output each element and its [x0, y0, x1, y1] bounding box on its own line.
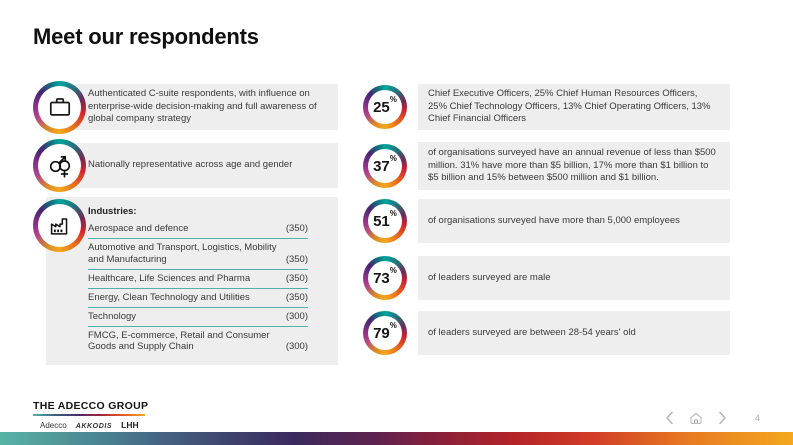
stat-row-age: of leaders surveyed are between 28-54 ye… [363, 311, 730, 355]
slide-navigation: 4 [665, 410, 760, 426]
industry-row: FMCG, E-commerce, Retail and Consumer Go… [88, 327, 308, 357]
stat-value: 79% [373, 320, 397, 342]
stat-row-revenue: of organisations surveyed have an annual… [363, 142, 730, 190]
sub-brand-lhh: LHH [121, 420, 139, 430]
brand-gradient-rule [33, 414, 145, 416]
stat-row-roles: Chief Executive Officers, 25% Chief Huma… [363, 84, 730, 130]
industry-row: Automotive and Transport, Logistics, Mob… [88, 239, 308, 270]
chevron-left-icon[interactable] [665, 411, 674, 425]
industry-row: Energy, Clean Technology and Utilities (… [88, 289, 308, 308]
stat-circle-51: 51% [363, 199, 407, 243]
stat-box-revenue: of organisations surveyed have an annual… [418, 142, 730, 190]
info-box-gender: Nationally representative across age and… [46, 143, 338, 188]
stat-box-male: of leaders surveyed are male [418, 256, 730, 300]
chevron-right-icon[interactable] [718, 411, 727, 425]
industries-box: Industries: Aerospace and defence (350) … [46, 197, 338, 365]
stat-box-employees: of organisations surveyed have more than… [418, 199, 730, 243]
industry-name: Energy, Clean Technology and Utilities [88, 291, 250, 303]
industry-row: Aerospace and defence (350) [88, 220, 308, 239]
info-box-csuite: Authenticated C-suite respondents, with … [46, 84, 338, 130]
stat-box-roles: Chief Executive Officers, 25% Chief Huma… [418, 84, 730, 130]
stat-text-employees: of organisations surveyed have more than… [428, 214, 680, 226]
industry-name: Automotive and Transport, Logistics, Mob… [88, 242, 277, 265]
industry-count: (350) [285, 272, 308, 284]
stat-value: 37% [373, 153, 397, 175]
industry-name: Aerospace and defence [88, 223, 189, 234]
stat-text-male: of leaders surveyed are male [428, 271, 551, 283]
industry-name: FMCG, E-commerce, Retail and Consumer Go… [88, 329, 270, 353]
industry-row: Technology (300) [88, 308, 308, 327]
stat-circle-25: 25% [363, 85, 407, 129]
sub-brand-adecco: Adecco [40, 421, 67, 430]
stat-circle-37: 37% [363, 144, 407, 188]
stat-text-roles: Chief Executive Officers, 25% Chief Huma… [428, 88, 711, 125]
info-text-csuite: Authenticated C-suite respondents, with … [88, 88, 317, 125]
industries-heading: Industries: [88, 206, 137, 217]
info-text-gender: Nationally representative across age and… [88, 159, 293, 171]
industry-row: Healthcare, Life Sciences and Pharma (35… [88, 270, 308, 289]
industries-section: Industries: Aerospace and defence (350) … [33, 197, 338, 365]
stat-circle-79: 79% [363, 311, 407, 355]
brand-name: THE ADECCO GROUP [33, 400, 149, 412]
industry-count: (300) [285, 341, 308, 352]
factory-icon [33, 199, 86, 252]
sub-brands: Adecco AKKODIS LHH [33, 420, 151, 430]
industry-name: Healthcare, Life Sciences and Pharma [88, 272, 251, 284]
industry-count: (350) [285, 253, 308, 265]
stat-text-age: of leaders surveyed are between 28-54 ye… [428, 326, 636, 338]
industry-name: Technology [88, 310, 137, 322]
stat-row-male: of leaders surveyed are male 73% [363, 256, 730, 300]
stat-box-age: of leaders surveyed are between 28-54 ye… [418, 311, 730, 355]
industry-count: (300) [285, 310, 308, 322]
page-number: 4 [754, 413, 760, 423]
brand-gradient-bar [0, 432, 793, 445]
industry-count: (350) [285, 291, 308, 303]
stat-text-revenue: of organisations surveyed have an annual… [428, 147, 716, 184]
industry-count: (350) [285, 223, 308, 234]
stat-value: 25% [373, 94, 397, 116]
sub-brand-akkodis: AKKODIS [75, 423, 113, 430]
info-row-csuite: Authenticated C-suite respondents, with … [33, 80, 338, 134]
home-icon[interactable] [688, 410, 704, 426]
brand-logo: THE ADECCO GROUP Adecco AKKODIS LHH [33, 400, 151, 430]
page-title: Meet our respondents [33, 24, 259, 49]
gender-icon [33, 139, 86, 192]
briefcase-icon [33, 80, 86, 134]
stat-value: 73% [373, 265, 397, 287]
stat-row-employees: of organisations surveyed have more than… [363, 199, 730, 243]
stat-circle-73: 73% [363, 256, 407, 300]
stat-value: 51% [373, 208, 397, 230]
info-row-gender: Nationally representative across age and… [33, 139, 338, 192]
